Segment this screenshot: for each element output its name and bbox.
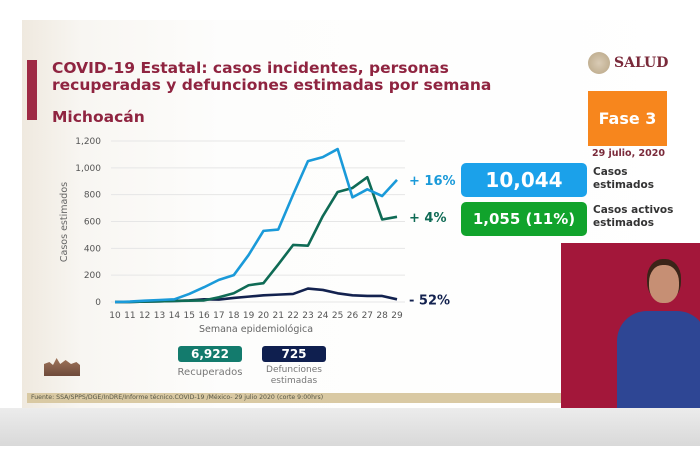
x-tick-label: 26 bbox=[347, 311, 359, 321]
x-tick-label: 16 bbox=[198, 311, 210, 321]
x-tick-label: 17 bbox=[213, 311, 224, 321]
y-tick-label: 1,200 bbox=[75, 137, 101, 147]
interpreter-body bbox=[617, 311, 700, 408]
kpi-activos-label: Casos activos estimados bbox=[593, 204, 674, 229]
y-tick-label: 800 bbox=[84, 191, 101, 201]
y-tick-label: 400 bbox=[84, 244, 101, 254]
x-tick-label: 10 bbox=[109, 311, 121, 321]
sign-language-interpreter-video bbox=[561, 243, 700, 408]
y-tick-label: 0 bbox=[95, 298, 101, 308]
x-tick-label: 28 bbox=[376, 311, 388, 321]
defunciones-value: 725 bbox=[262, 346, 326, 362]
x-tick-label: 24 bbox=[317, 311, 329, 321]
state-name: Michoacán bbox=[52, 108, 145, 126]
source-note: Fuente: SSA/SPPS/DGE/InDRE/Informe técni… bbox=[27, 393, 562, 403]
kpi-casos-label: Casos estimados bbox=[593, 166, 654, 191]
interpreter-head bbox=[649, 265, 679, 303]
x-tick-label: 29 bbox=[391, 311, 403, 321]
x-tick-label: 23 bbox=[302, 311, 313, 321]
x-tick-label: 22 bbox=[287, 311, 298, 321]
recuperados-value: 6,922 bbox=[178, 346, 242, 362]
title-accent-bar bbox=[27, 60, 37, 120]
y-tick-label: 200 bbox=[84, 271, 101, 281]
x-tick-label: 20 bbox=[258, 311, 270, 321]
x-axis-label: Semana epidemiológica bbox=[199, 324, 313, 335]
x-tick-label: 13 bbox=[154, 311, 165, 321]
x-tick-label: 11 bbox=[124, 311, 135, 321]
video-lower-band bbox=[0, 408, 700, 446]
series-end-label: + 16% bbox=[409, 174, 456, 189]
y-tick-label: 1,000 bbox=[75, 164, 101, 174]
page-title: COVID-19 Estatal: casos incidentes, pers… bbox=[52, 59, 492, 94]
x-tick-label: 27 bbox=[362, 311, 373, 321]
series-line-casos-estimados bbox=[114, 147, 398, 304]
phase-badge: Fase 3 bbox=[588, 91, 667, 146]
x-tick-label: 21 bbox=[273, 311, 284, 321]
x-tick-label: 19 bbox=[243, 311, 255, 321]
series-end-label: - 52% bbox=[409, 293, 450, 308]
x-tick-label: 25 bbox=[332, 311, 343, 321]
x-tick-label: 15 bbox=[183, 311, 194, 321]
series-end-label: + 4% bbox=[409, 211, 447, 226]
x-tick-label: 18 bbox=[228, 311, 240, 321]
recuperados-label: Recuperados bbox=[177, 367, 243, 378]
y-axis-label: Casos estimados bbox=[59, 182, 70, 262]
report-date: 29 julio, 2020 bbox=[592, 148, 665, 159]
kpi-activos-value: 1,055 (11%) bbox=[461, 202, 587, 236]
salud-logo: SALUD bbox=[588, 52, 668, 74]
logo-text: SALUD bbox=[614, 55, 669, 71]
defunciones-label: Defunciones estimadas bbox=[266, 365, 322, 386]
seal-icon bbox=[588, 52, 610, 74]
y-tick-label: 600 bbox=[84, 218, 101, 228]
x-tick-label: 14 bbox=[169, 311, 181, 321]
kpi-casos-value: 10,044 bbox=[461, 163, 587, 197]
x-tick-label: 12 bbox=[139, 311, 150, 321]
